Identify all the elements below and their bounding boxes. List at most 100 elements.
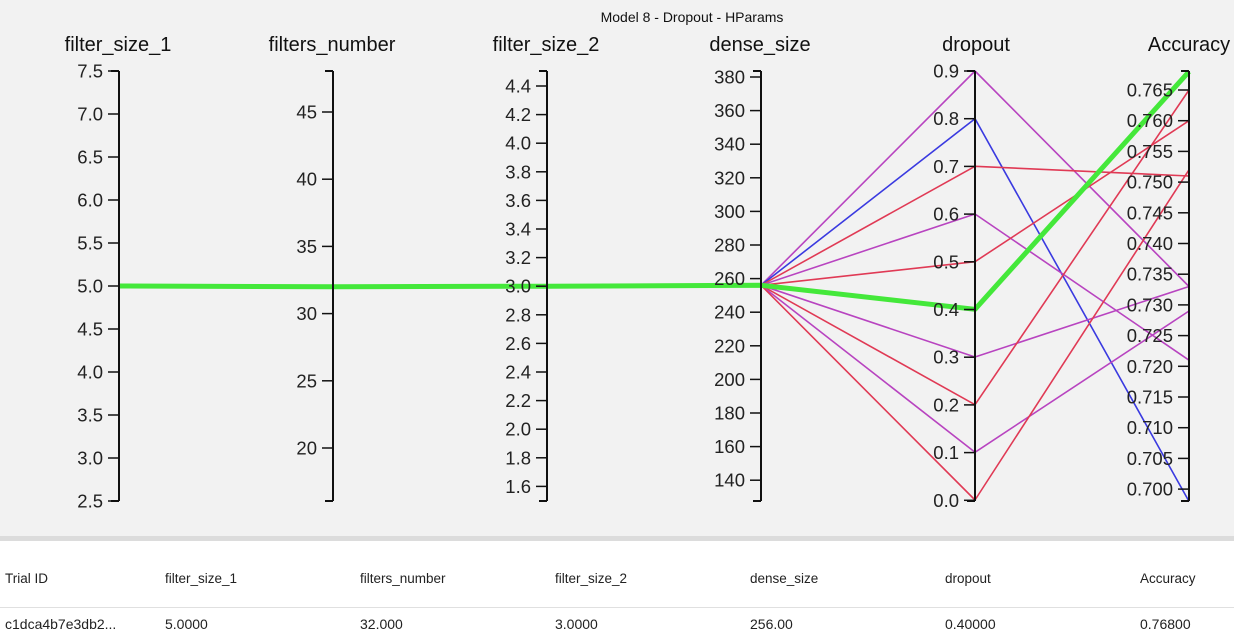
tick-label: 0.730 bbox=[1127, 294, 1173, 315]
tick-label: 2.2 bbox=[505, 390, 531, 411]
tick-label: 4.4 bbox=[505, 76, 531, 97]
table-header-trial-id[interactable]: Trial ID bbox=[5, 571, 48, 586]
trial-line[interactable] bbox=[118, 120, 1190, 288]
chart-svg: filter_size_1 7.5 7.0 6.5 6.0 5.5 5.0 4.5 4.0 3.5… bbox=[65, 34, 1230, 512]
tick-label: 2.8 bbox=[505, 304, 531, 325]
tick-label: 0.4 bbox=[933, 299, 959, 320]
tick-label: 40 bbox=[296, 169, 317, 190]
axis-title[interactable]: Accuracy bbox=[1148, 34, 1230, 56]
table-cell-trial-id[interactable]: c1dca4b7e3db2... bbox=[5, 616, 117, 632]
tick-label: 0.0 bbox=[933, 490, 959, 511]
axis-title[interactable]: filter_size_1 bbox=[65, 34, 172, 56]
tick-label: 0.715 bbox=[1127, 387, 1173, 408]
axis-filters-number[interactable]: filters_number 45 40 35 30 25 20 bbox=[269, 34, 396, 502]
trial-line[interactable] bbox=[118, 284, 1190, 454]
tick-label: 0.1 bbox=[933, 442, 959, 463]
tick-label: 3.0 bbox=[505, 276, 531, 297]
panel-separator[interactable] bbox=[0, 536, 1234, 541]
tick-label: 0.5 bbox=[933, 251, 959, 272]
tick-label: 0.2 bbox=[933, 394, 959, 415]
tick-label: 0.760 bbox=[1127, 110, 1173, 131]
tick-label: 45 bbox=[296, 102, 317, 123]
axis-dense-size[interactable]: dense_size 380 360 340 320 300 280 260 240 220 200… bbox=[709, 34, 811, 502]
tick-label: 0.700 bbox=[1127, 479, 1173, 500]
tick-label: 240 bbox=[714, 302, 745, 323]
tick-label: 6.5 bbox=[77, 147, 103, 168]
axis-title[interactable]: filter_size_2 bbox=[493, 34, 600, 56]
tick-label: 0.6 bbox=[933, 204, 959, 225]
trial-line[interactable] bbox=[118, 70, 1190, 288]
table-header-filter-size-2[interactable]: filter_size_2 bbox=[555, 571, 628, 586]
table-header-dense-size[interactable]: dense_size bbox=[750, 571, 819, 586]
tick-label: 320 bbox=[714, 167, 745, 188]
tick-label: 3.8 bbox=[505, 161, 531, 182]
chart-title: Model 8 - Dropout - HParams bbox=[600, 9, 784, 25]
tick-label: 4.2 bbox=[505, 104, 531, 125]
tick-label: 5.0 bbox=[77, 276, 103, 297]
tick-label: 7.0 bbox=[77, 104, 103, 125]
tick-label: 220 bbox=[714, 335, 745, 356]
axis-filter-size-2[interactable]: filter_size_2 4.4 4.2 4.0 3.8 3.6 3.4 3.2 3.0 2.8… bbox=[493, 34, 600, 502]
trial-line[interactable] bbox=[118, 117, 1190, 502]
axis-title[interactable]: filters_number bbox=[269, 34, 396, 56]
tick-label: 280 bbox=[714, 235, 745, 256]
tick-label: 4.0 bbox=[505, 133, 531, 154]
tick-label: 3.6 bbox=[505, 190, 531, 211]
tick-label: 7.5 bbox=[77, 61, 103, 82]
tick-label: 2.0 bbox=[505, 419, 531, 440]
tick-label: 3.5 bbox=[77, 405, 103, 426]
axis-accuracy[interactable]: Accuracy 0.765 0.760 0.755 0.750 0.745 0.740 0.… bbox=[1127, 34, 1230, 502]
tick-label: 6.0 bbox=[77, 190, 103, 211]
tick-label: 180 bbox=[714, 403, 745, 424]
tick-label: 2.4 bbox=[505, 362, 531, 383]
trial-line[interactable] bbox=[118, 284, 1190, 358]
table-header-filter-size-1[interactable]: filter_size_1 bbox=[165, 571, 238, 586]
tick-label: 0.745 bbox=[1127, 202, 1173, 223]
tick-label: 0.7 bbox=[933, 156, 959, 177]
axis-dropout[interactable]: dropout 0.9 0.8 0.7 0.6 0.5 0.4 0.3 0.2 0.1 0.0 bbox=[933, 34, 1010, 511]
tick-label: 300 bbox=[714, 201, 745, 222]
tick-label: 200 bbox=[714, 369, 745, 390]
tick-label: 2.5 bbox=[77, 491, 103, 512]
trial-line[interactable] bbox=[118, 169, 1190, 501]
tick-label: 340 bbox=[714, 134, 745, 155]
axis-filter-size-1[interactable]: filter_size_1 7.5 7.0 6.5 6.0 5.5 5.0 4.5 4.0 3.5… bbox=[65, 34, 172, 512]
trial-lines-layer bbox=[118, 69, 1191, 502]
tick-label: 35 bbox=[296, 236, 317, 257]
tick-label: 0.765 bbox=[1127, 80, 1173, 101]
table-cell-dropout: 0.40000 bbox=[945, 616, 996, 632]
tick-label: 380 bbox=[714, 67, 745, 88]
tick-label: 0.740 bbox=[1127, 233, 1173, 254]
table-header-dropout[interactable]: dropout bbox=[945, 571, 991, 586]
tick-label: 0.705 bbox=[1127, 448, 1173, 469]
tick-label: 3.2 bbox=[505, 247, 531, 268]
tick-label: 1.8 bbox=[505, 447, 531, 468]
table-header-accuracy[interactable]: Accuracy bbox=[1140, 571, 1196, 586]
tick-label: 3.4 bbox=[505, 219, 531, 240]
axes-layer: filter_size_1 7.5 7.0 6.5 6.0 5.5 5.0 4.5 4.0 3.5… bbox=[65, 34, 1230, 512]
tick-label: 160 bbox=[714, 436, 745, 457]
trials-table: Trial ID filter_size_1 filters_number fi… bbox=[0, 541, 1234, 635]
tick-label: 4.0 bbox=[77, 362, 103, 383]
tick-label: 140 bbox=[714, 470, 745, 491]
tick-label: 25 bbox=[296, 370, 317, 391]
tick-label: 0.750 bbox=[1127, 172, 1173, 193]
tick-label: 2.6 bbox=[505, 333, 531, 354]
tick-label: 0.8 bbox=[933, 108, 959, 129]
tick-label: 30 bbox=[296, 303, 317, 324]
tick-label: 5.5 bbox=[77, 233, 103, 254]
axis-title[interactable]: dense_size bbox=[709, 34, 810, 56]
tick-label: 3.0 bbox=[77, 448, 103, 469]
tick-label: 20 bbox=[296, 438, 317, 459]
trial-line-selected[interactable] bbox=[118, 69, 1191, 312]
axis-title[interactable]: dropout bbox=[942, 34, 1010, 56]
table-cell-accuracy: 0.76800 bbox=[1140, 616, 1191, 632]
table-header-filters-number[interactable]: filters_number bbox=[360, 571, 446, 586]
tick-label: 0.3 bbox=[933, 347, 959, 368]
table-cell-filters-number: 32.000 bbox=[360, 616, 403, 632]
tick-label: 0.710 bbox=[1127, 417, 1173, 438]
tick-label: 4.5 bbox=[77, 319, 103, 340]
tick-label: 260 bbox=[714, 268, 745, 289]
parallel-coordinates-chart: Model 8 - Dropout - HParams filter_size_… bbox=[0, 0, 1234, 536]
table-cell-filter-size-1: 5.0000 bbox=[165, 616, 208, 632]
